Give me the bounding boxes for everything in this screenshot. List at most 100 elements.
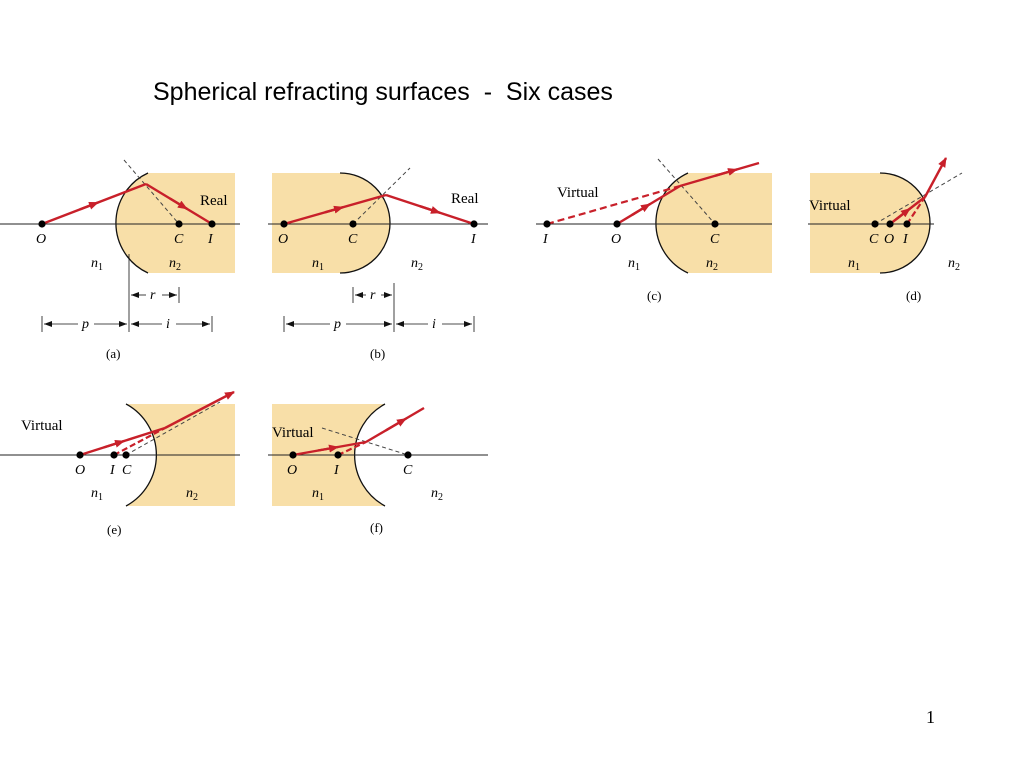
center-point [122,451,130,459]
object-point [38,220,46,228]
normal-line [874,172,963,225]
panel-c: Virtual I O C n1 n2 (c) [536,158,772,303]
label-n1: n1 [312,486,324,503]
label-o: O [278,232,288,247]
label-c: C [122,463,132,478]
virtual-extension [337,441,367,456]
label-o: O [75,463,85,478]
image-point [334,451,342,459]
medium-n1-region [810,173,930,273]
label-i: I [542,232,549,247]
image-type-label: Real [200,193,228,209]
label-c: C [403,463,413,478]
normal-line [125,401,221,456]
label-r: r [370,288,376,303]
ray-arrow [317,444,339,453]
virtual-extension [546,184,681,226]
slide-title: Spherical refracting surfaces - Six case… [153,78,613,106]
label-r: r [150,288,156,303]
label-i-distance: i [432,317,436,332]
surface-arc [655,172,689,274]
image-point [470,220,478,228]
label-n1: n1 [628,256,640,273]
label-c: C [710,232,720,247]
image-point [543,220,551,228]
label-n2: n2 [411,256,423,273]
label-n2: n2 [169,256,181,273]
label-n1: n1 [312,256,324,273]
label-n2: n2 [948,256,960,273]
panel-d: Virtual C O I n1 n2 (d) [808,157,963,303]
label-n2: n2 [706,256,718,273]
refracted-ray [164,390,235,430]
ray-arrow [419,205,441,214]
label-n1: n1 [91,256,103,273]
ray-arrow [169,197,188,210]
object-point [613,220,621,228]
image-type-label: Real [451,191,479,207]
normal-line [352,167,411,225]
label-i: I [109,463,116,478]
label-p: p [333,317,341,332]
virtual-extension [906,196,926,225]
center-point [711,220,719,228]
label-i-distance: i [166,317,170,332]
image-point [208,220,216,228]
panel-caption: (e) [107,522,121,537]
object-point [886,220,894,228]
ray-arrow [895,207,911,221]
object-point [280,220,288,228]
label-c: C [174,232,184,247]
panel-caption: (b) [370,346,385,361]
panel-a: Real O C I n1 n2 r p i (a) [0,159,240,361]
label-i: I [207,232,214,247]
panel-caption: (c) [647,288,661,303]
surface-arc [339,172,391,274]
normal-line [123,159,180,225]
ray-arrow [79,201,99,211]
label-o: O [36,232,46,247]
normal-line [657,158,716,225]
center-point [175,220,183,228]
label-i: I [333,463,340,478]
center-point [871,220,879,228]
panel-caption: (f) [370,520,383,535]
panel-f: Virtual O I C n1 n2 (f) [268,403,488,535]
image-type-label: Virtual [272,425,314,441]
surface-arc [879,172,931,274]
ray-arrow [324,205,344,214]
image-type-label: Virtual [557,185,599,201]
refracted-ray [923,157,948,198]
label-o: O [287,463,297,478]
label-o: O [611,232,621,247]
image-point [110,451,118,459]
label-i: I [902,232,909,247]
label-n2: n2 [431,486,443,503]
panel-caption: (d) [906,288,921,303]
image-point [903,220,911,228]
label-p: p [81,317,89,332]
image-type-label: Virtual [809,198,851,214]
label-n1: n1 [91,486,103,503]
object-point [289,451,297,459]
ray-arrow [631,202,651,217]
medium-n2-convex [115,173,235,273]
ray-arrow [385,417,407,432]
page-number: 1 [926,707,935,727]
ray-arrow [714,168,738,177]
panel-b: Real O C I n1 n2 r p i (b) [268,167,488,361]
label-n2: n2 [186,486,198,503]
label-n1: n1 [848,256,860,273]
panel-e: Virtual O I C n1 n2 (e) [0,390,240,537]
object-point [76,451,84,459]
label-i: I [470,232,477,247]
surface-arc [115,172,149,274]
label-c: C [348,232,358,247]
image-type-label: Virtual [21,418,63,434]
label-c: C [869,232,879,247]
panel-caption: (a) [106,346,120,361]
label-o: O [884,232,894,247]
virtual-extension [113,427,166,456]
medium-n1-region [272,173,390,273]
